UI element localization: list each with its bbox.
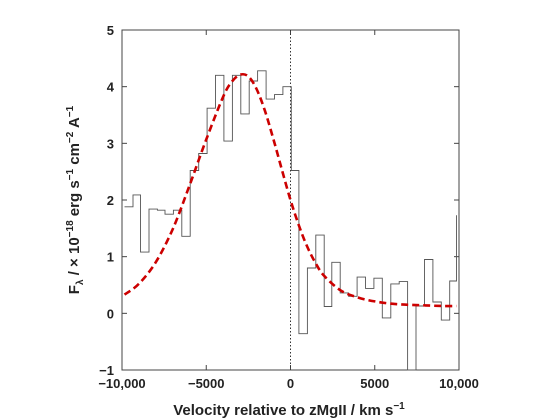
y-tick-label: 3 bbox=[107, 136, 114, 151]
y-tick-label: 0 bbox=[107, 306, 114, 321]
axis-ticks bbox=[121, 29, 460, 371]
y-axis-title: Fλ / × 10−18 erg s−1 cm−2 A−1 bbox=[65, 105, 86, 294]
x-tick-label: −5000 bbox=[188, 376, 225, 391]
y-tick-label: 2 bbox=[107, 193, 114, 208]
gaussian-fit-curve bbox=[123, 72, 457, 308]
x-tick-label: 5000 bbox=[360, 376, 389, 391]
x-tick-label: −10,000 bbox=[98, 376, 145, 391]
y-tick-label: 4 bbox=[107, 80, 115, 95]
plot-frame bbox=[121, 29, 460, 371]
y-tick-label: 1 bbox=[107, 250, 114, 265]
y-tick-label: −1 bbox=[99, 363, 114, 378]
y-tick-label: 5 bbox=[107, 23, 114, 38]
x-tick-label: 10,000 bbox=[439, 376, 479, 391]
plot-border bbox=[121, 29, 460, 371]
x-axis-title: Velocity relative to zMgII / km s−1 bbox=[173, 401, 405, 419]
x-tick-label: 0 bbox=[287, 376, 294, 391]
axis-tick-labels: −10,000 −5000 0 5000 10,000 −1 0 1 2 3 4 5 bbox=[98, 23, 479, 391]
observed-flux-histogram bbox=[124, 70, 457, 371]
